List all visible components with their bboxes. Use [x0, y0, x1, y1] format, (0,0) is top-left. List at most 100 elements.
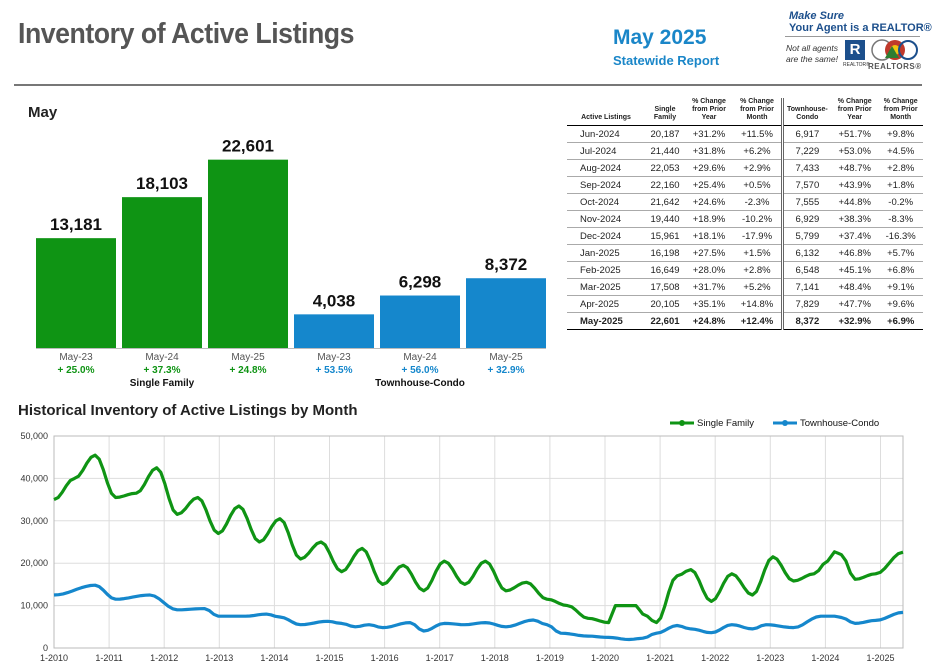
table-row: Feb-2025 16,649 +28.0% +2.8% 6,548 +45.1% +6.8…: [567, 261, 923, 279]
table-cell: 7,570: [782, 176, 831, 194]
x-tick-label: 1-2019: [536, 653, 564, 663]
change-label: + 25.0%: [58, 365, 95, 376]
table-cell: 16,198: [645, 244, 685, 262]
table-row: Mar-2025 17,508 +31.7% +5.2% 7,141 +48.4% +9.1…: [567, 278, 923, 296]
table-cell: 6,548: [782, 261, 831, 279]
table-cell: 17,508: [645, 278, 685, 296]
table-row: Dec-2024 15,961 +18.1% -17.9% 5,799 +37.4% -16…: [567, 227, 923, 245]
table-cell: 7,433: [782, 159, 831, 177]
table-cell: +2.8%: [878, 159, 923, 177]
realtor-r-logo: R: [845, 40, 865, 60]
x-tick-label: 1-2010: [40, 653, 68, 663]
table-cell: +11.5%: [733, 125, 784, 143]
table-cell: +25.4%: [685, 176, 733, 194]
table-cell: +14.8%: [733, 295, 784, 313]
category-label: May-25: [231, 352, 265, 363]
report-title: May 2025: [613, 26, 707, 49]
bar: [294, 314, 374, 348]
col-header: % Change from Prior Month: [878, 98, 923, 126]
header-divider: [14, 84, 922, 86]
bar: [208, 159, 288, 348]
table-cell: +0.5%: [733, 176, 784, 194]
change-label: + 53.5%: [316, 365, 353, 376]
table-cell: 21,642: [645, 193, 685, 211]
x-tick-label: 1-2025: [866, 653, 894, 663]
table-cell: -0.2%: [878, 193, 923, 211]
x-tick-label: 1-2020: [591, 653, 619, 663]
y-tick-label: 40,000: [20, 473, 48, 483]
table-cell: 16,649: [645, 261, 685, 279]
table-cell: 7,141: [782, 278, 831, 296]
x-tick-label: 1-2024: [811, 653, 839, 663]
group-label: Townhouse-Condo: [375, 378, 465, 389]
table-cell: +12.4%: [733, 312, 784, 330]
row-month: Sep-2024: [567, 176, 645, 194]
single-family-line: [53, 453, 904, 625]
row-month: Jul-2024: [567, 142, 645, 160]
group-label: Single Family: [130, 378, 195, 389]
table-cell: +28.0%: [685, 261, 733, 279]
table-cell: 15,961: [645, 227, 685, 245]
table-cell: +48.4%: [830, 278, 879, 296]
table-row: Jul-2024 21,440 +31.8% +6.2% 7,229 +53.0% +4.5…: [567, 142, 923, 160]
table-cell: 7,229: [782, 142, 831, 160]
x-tick-label: 1-2017: [426, 653, 454, 663]
y-tick-label: 20,000: [20, 558, 48, 568]
bar: [36, 238, 116, 348]
table-cell: 22,053: [645, 159, 685, 177]
table-cell: 6,929: [782, 210, 831, 228]
not-all-agents-note: Not all agents are the same!: [786, 43, 838, 64]
historical-chart-title: Historical Inventory of Active Listings …: [18, 402, 358, 419]
month-chart-title: May: [28, 104, 58, 121]
legend-label: Single Family: [697, 418, 754, 429]
townhouse-condo-line: [53, 583, 904, 642]
bar-value-label: 8,372: [485, 255, 528, 274]
y-tick-label: 50,000: [20, 431, 48, 441]
row-month: Apr-2025: [567, 295, 645, 313]
bar: [466, 278, 546, 348]
table-cell: +18.9%: [685, 210, 733, 228]
x-tick-label: 1-2012: [150, 653, 178, 663]
table-cell: +1.8%: [878, 176, 923, 194]
table-cell: +24.8%: [685, 312, 733, 330]
col-header: Active Listings: [567, 98, 645, 126]
table-cell: +47.7%: [830, 295, 879, 313]
table-cell: +45.1%: [830, 261, 879, 279]
historical-line-chart: 0 10,000 20,000 30,000 40,000 50,000 1-2010 1-2…: [20, 418, 904, 663]
bar-value-label: 18,103: [136, 174, 188, 193]
x-tick-label: 1-2022: [701, 653, 729, 663]
tagline-line1: Make Sure: [789, 10, 845, 22]
table-cell: -10.2%: [733, 210, 784, 228]
report-subtitle: Statewide Report: [613, 53, 720, 68]
table-cell: 7,555: [782, 193, 831, 211]
table-cell: +18.1%: [685, 227, 733, 245]
realtor-r-logo-caption: REALTOR®: [843, 62, 870, 68]
table-cell: +4.5%: [878, 142, 923, 160]
table-cell: 8,372: [782, 312, 831, 330]
row-month: Nov-2024: [567, 210, 645, 228]
table-cell: +37.4%: [830, 227, 879, 245]
table-cell: 20,105: [645, 295, 685, 313]
bar-value-label: 13,181: [50, 215, 102, 234]
table-cell: +53.0%: [830, 142, 879, 160]
row-month: Jun-2024: [567, 125, 645, 143]
table-cell: +38.3%: [830, 210, 879, 228]
table-cell: +27.5%: [685, 244, 733, 262]
table-cell: -8.3%: [878, 210, 923, 228]
table-cell: 21,440: [645, 142, 685, 160]
table-cell: +24.6%: [685, 193, 733, 211]
table-cell: -16.3%: [878, 227, 923, 245]
legend-label: Townhouse-Condo: [800, 418, 879, 429]
table-row: Apr-2025 20,105 +35.1% +14.8% 7,829 +47.7% +9.…: [567, 295, 923, 313]
row-month: May-2025: [567, 312, 645, 330]
bar-value-label: 6,298: [399, 273, 442, 292]
table-cell: +29.6%: [685, 159, 733, 177]
table-cell: -2.3%: [733, 193, 784, 211]
monthly-stats-table: Active Listings Single Family % Change f…: [567, 98, 923, 330]
x-tick-label: 1-2021: [646, 653, 674, 663]
row-month: Mar-2025: [567, 278, 645, 296]
x-tick-label: 1-2014: [260, 653, 288, 663]
tagline-line2: Your Agent is a REALTOR®: [789, 22, 932, 34]
row-month: Jan-2025: [567, 244, 645, 262]
bar-value-label: 22,601: [222, 140, 274, 156]
